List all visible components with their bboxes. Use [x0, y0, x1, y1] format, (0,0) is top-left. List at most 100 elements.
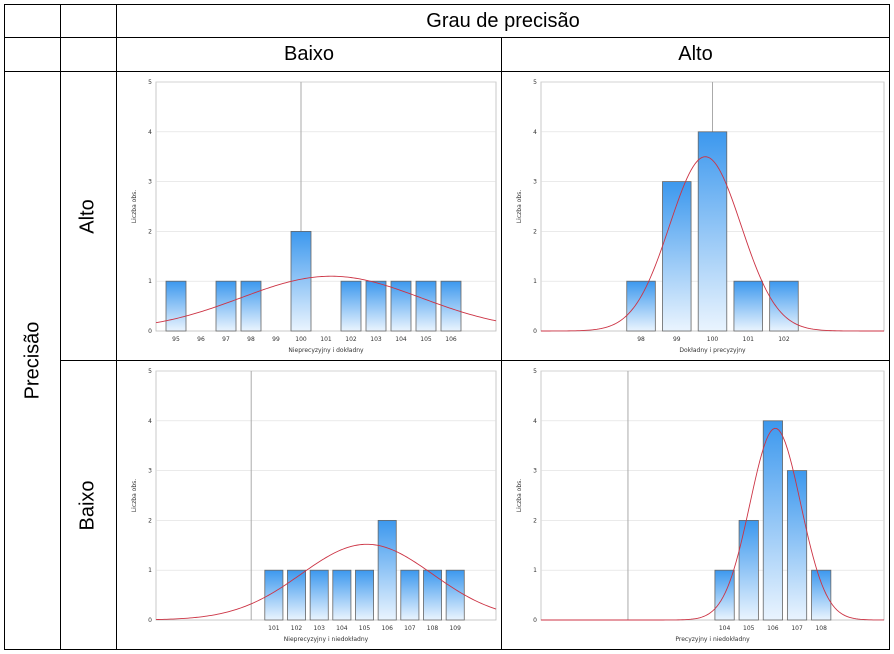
x-tick-label: 99	[673, 336, 681, 343]
histogram-bar	[355, 569, 374, 621]
histogram-bar	[365, 280, 387, 332]
x-tick-label: 107	[791, 625, 803, 632]
histogram-bar	[309, 569, 329, 621]
x-tick-label: 104	[336, 625, 348, 632]
normal-fit-curve	[540, 156, 884, 332]
y-tick-label: 4	[148, 418, 152, 425]
normal-fit-curve	[155, 543, 497, 621]
y-axis-label: Liczba obs.	[516, 479, 523, 512]
y-tick-label: 2	[533, 228, 537, 235]
table-divider-v3	[501, 37, 502, 650]
y-tick-label: 2	[148, 517, 152, 524]
histogram-bar	[445, 569, 465, 621]
x-tick-label: 102	[291, 625, 303, 632]
histogram-bar	[733, 280, 763, 332]
y-tick-label: 3	[148, 179, 152, 186]
row-group-header: Precisão	[21, 321, 43, 400]
histogram-bar	[786, 470, 808, 621]
y-tick-label: 1	[148, 567, 152, 574]
table-divider-h1	[4, 37, 890, 38]
table-divider-h3	[60, 360, 890, 361]
histogram-bar	[240, 280, 262, 332]
y-tick-label: 2	[533, 517, 537, 524]
x-tick-label: 103	[313, 625, 325, 632]
column-group-header: Grau de precisão	[426, 9, 580, 32]
histogram-bar	[287, 569, 306, 621]
histogram-bar	[340, 280, 362, 332]
y-tick-label: 1	[533, 567, 537, 574]
histogram-panel-bottom-left: 0 1 2 3 4 5 101 102 103 104 105 106 107 108 109 Nieprec…	[118, 363, 500, 648]
histogram-panel-top-right: 0 1 2 3 4 5 98 99 100 101 102 Dokładny i precyzyjny…	[503, 74, 888, 359]
normal-fit-curve	[541, 427, 885, 621]
histogram-bar	[769, 280, 799, 332]
x-tick-label: 102	[778, 336, 790, 343]
table-border-top	[4, 4, 890, 5]
table-border-right	[889, 4, 890, 650]
plot-area	[540, 370, 885, 621]
x-tick-label: 101	[320, 336, 332, 343]
y-tick-label: 4	[148, 129, 152, 136]
y-tick-label: 2	[148, 228, 152, 235]
x-tick-label: 101	[268, 625, 280, 632]
y-tick-label: 0	[533, 617, 537, 624]
x-tick-label: 101	[743, 336, 755, 343]
x-tick-label: 98	[247, 336, 255, 343]
x-tick-label: 104	[395, 336, 407, 343]
histogram-chart: 0 1 2 3 4 5 95 96 97 98 99 100 101 102 103 104 105 106 Nie…	[131, 79, 497, 354]
y-axis-label: Liczba obs.	[131, 479, 138, 512]
table-divider-v2	[116, 4, 117, 650]
histogram-bar	[662, 181, 692, 332]
histogram-bar	[215, 280, 237, 332]
x-axis-label: Precyzyjny i niedokładny	[675, 636, 750, 643]
y-tick-label: 0	[533, 328, 537, 335]
histogram-chart: 0 1 2 3 4 5 98 99 100 101 102 Dokładny i precyzyjny…	[516, 79, 885, 354]
histogram-bar	[811, 569, 832, 621]
histogram-bar	[332, 569, 352, 621]
histogram-bar	[290, 230, 312, 332]
y-tick-label: 3	[533, 179, 537, 186]
y-tick-label: 3	[148, 468, 152, 475]
comparison-table: Grau de precisão Baixo Alto Precisão Alt…	[4, 4, 890, 650]
x-tick-label: 106	[767, 625, 779, 632]
x-tick-label: 98	[637, 336, 645, 343]
y-axis-label: Liczba obs.	[516, 190, 523, 223]
y-axis-label: Liczba obs.	[131, 190, 138, 223]
x-axis-label: Nieprecyzyjny i niedokładny	[284, 636, 369, 643]
x-tick-label: 95	[172, 336, 180, 343]
y-tick-label: 1	[533, 278, 537, 285]
y-tick-label: 5	[533, 79, 537, 86]
histogram-bar	[762, 420, 783, 621]
table-border-left	[4, 4, 5, 650]
normal-fit-curve	[155, 275, 497, 324]
y-tick-label: 3	[533, 468, 537, 475]
histogram-chart: 0 1 2 3 4 5 104 105 106 107 108 Precyzyjny i niedok…	[516, 368, 885, 643]
x-tick-label: 100	[707, 336, 719, 343]
histogram-bar	[423, 569, 443, 621]
histogram-bar	[377, 519, 397, 621]
y-tick-label: 4	[533, 418, 537, 425]
x-tick-label: 107	[404, 625, 416, 632]
y-tick-label: 5	[148, 368, 152, 375]
histogram-bar	[400, 569, 420, 621]
x-tick-label: 108	[815, 625, 827, 632]
row-header-baixo: Baixo	[77, 479, 99, 531]
table-divider-h2	[4, 71, 890, 72]
x-axis-label: Dokładny i precyzyjny	[679, 347, 746, 354]
x-tick-label: 100	[295, 336, 307, 343]
x-tick-label: 109	[449, 625, 461, 632]
histogram-bar	[415, 280, 437, 332]
x-tick-label: 105	[743, 625, 755, 632]
x-tick-label: 104	[719, 625, 731, 632]
histogram-panel-bottom-right: 0 1 2 3 4 5 104 105 106 107 108 Precyzyjny i niedok…	[503, 363, 888, 648]
x-tick-label: 105	[359, 625, 371, 632]
histogram-bar	[165, 280, 187, 332]
x-tick-label: 99	[272, 336, 280, 343]
y-tick-label: 5	[148, 79, 152, 86]
histogram-bar	[626, 280, 656, 332]
x-tick-label: 105	[420, 336, 432, 343]
table-border-bottom	[4, 649, 890, 650]
y-tick-label: 4	[533, 129, 537, 136]
x-tick-label: 106	[381, 625, 393, 632]
y-tick-label: 0	[148, 617, 152, 624]
y-tick-label: 1	[148, 278, 152, 285]
